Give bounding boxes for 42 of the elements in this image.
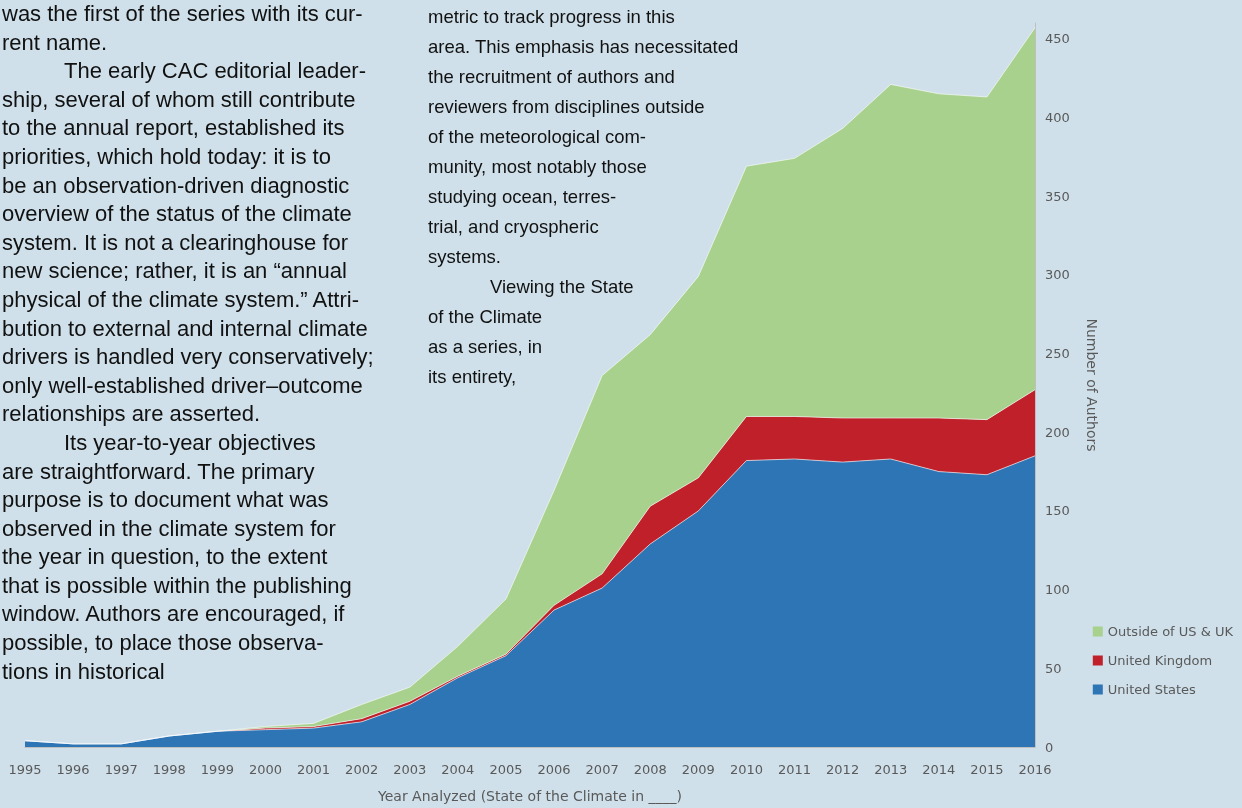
legend-label: Outside of US & UK bbox=[1107, 624, 1234, 639]
x-tick-label: 2005 bbox=[489, 762, 523, 777]
x-tick-label: 2003 bbox=[393, 762, 427, 777]
x-tick-label: 2016 bbox=[1018, 762, 1052, 777]
x-tick-label: 1995 bbox=[8, 762, 42, 777]
x-tick-label: 1997 bbox=[104, 762, 138, 777]
x-tick-label: 2007 bbox=[585, 762, 619, 777]
x-tick-label: 2011 bbox=[777, 762, 812, 777]
text: The early CAC editorial leader- ship, several of whom still contribute to the annual report, established its priorities, which hold today: it is to be an observation-driven diagnostic overview of the status of the climate system. It is not a clearinghouse for new science; rather, it is an “annual physical of the climate system.” Attri- bution to external and internal climate drivers is handled very conservatively; only well-established driver–outcome relationships are asserted. bbox=[2, 58, 374, 427]
y-tick-label: 400 bbox=[1045, 109, 1070, 125]
y-tick-label: 300 bbox=[1045, 267, 1070, 283]
y-tick-label: 50 bbox=[1045, 660, 1062, 676]
legend-label: United States bbox=[1107, 682, 1197, 697]
y-tick-label: 200 bbox=[1045, 424, 1070, 440]
y-tick-label: 100 bbox=[1045, 582, 1070, 598]
x-tick-label: 1996 bbox=[56, 762, 90, 777]
x-tick-label: 2004 bbox=[441, 762, 475, 777]
x-tick-label: 2015 bbox=[970, 762, 1004, 777]
text: Its year-to-year objectives are straightforward. The primary purpose is to document what was observed in the climate system for the year in question, to the extent that is possible within the publishing window. Authors are encouraged, if possible, to place those observa- tions in historical bbox=[2, 429, 352, 684]
x-axis-title: Year Analyzed (State of the Climate in ____) bbox=[377, 788, 682, 804]
x-tick-label: 2000 bbox=[248, 762, 283, 777]
x-tick-label: 2012 bbox=[826, 762, 860, 777]
y-tick-label: 150 bbox=[1045, 503, 1070, 519]
y-tick-label: 450 bbox=[1045, 31, 1070, 47]
y-axis-title: Number of Authors bbox=[1084, 318, 1100, 452]
x-tick-label: 2006 bbox=[537, 762, 571, 777]
x-tick-label: 2013 bbox=[874, 762, 908, 777]
x-tick-label: 2008 bbox=[633, 762, 667, 777]
x-tick-label: 2001 bbox=[297, 762, 331, 777]
x-tick-label: 2014 bbox=[922, 762, 956, 777]
text: metric to track progress in this area. This emphasis has necessitated the recruitment of authors and reviewers from disciplines outside of the meteorological com- munity, most notably those studying ocean, terres- trial, and cryospheric systems. bbox=[428, 6, 739, 267]
y-tick-label: 250 bbox=[1045, 346, 1070, 362]
legend-label: United Kingdom bbox=[1107, 653, 1213, 668]
annotation: was the first of the series with its cur- rent name. bbox=[2, 0, 364, 57]
x-tick-label: 1998 bbox=[152, 762, 186, 777]
annotation: Viewing the State of the Climate as a series, in its entirety, bbox=[428, 275, 635, 389]
y-tick-label: 350 bbox=[1045, 188, 1070, 204]
x-tick-label: 1999 bbox=[200, 762, 234, 777]
x-tick-label: 2009 bbox=[681, 762, 715, 777]
x-tick-label: 2010 bbox=[729, 762, 763, 777]
x-tick-label: 2002 bbox=[345, 762, 379, 777]
y-tick-label: 0 bbox=[1045, 739, 1054, 755]
